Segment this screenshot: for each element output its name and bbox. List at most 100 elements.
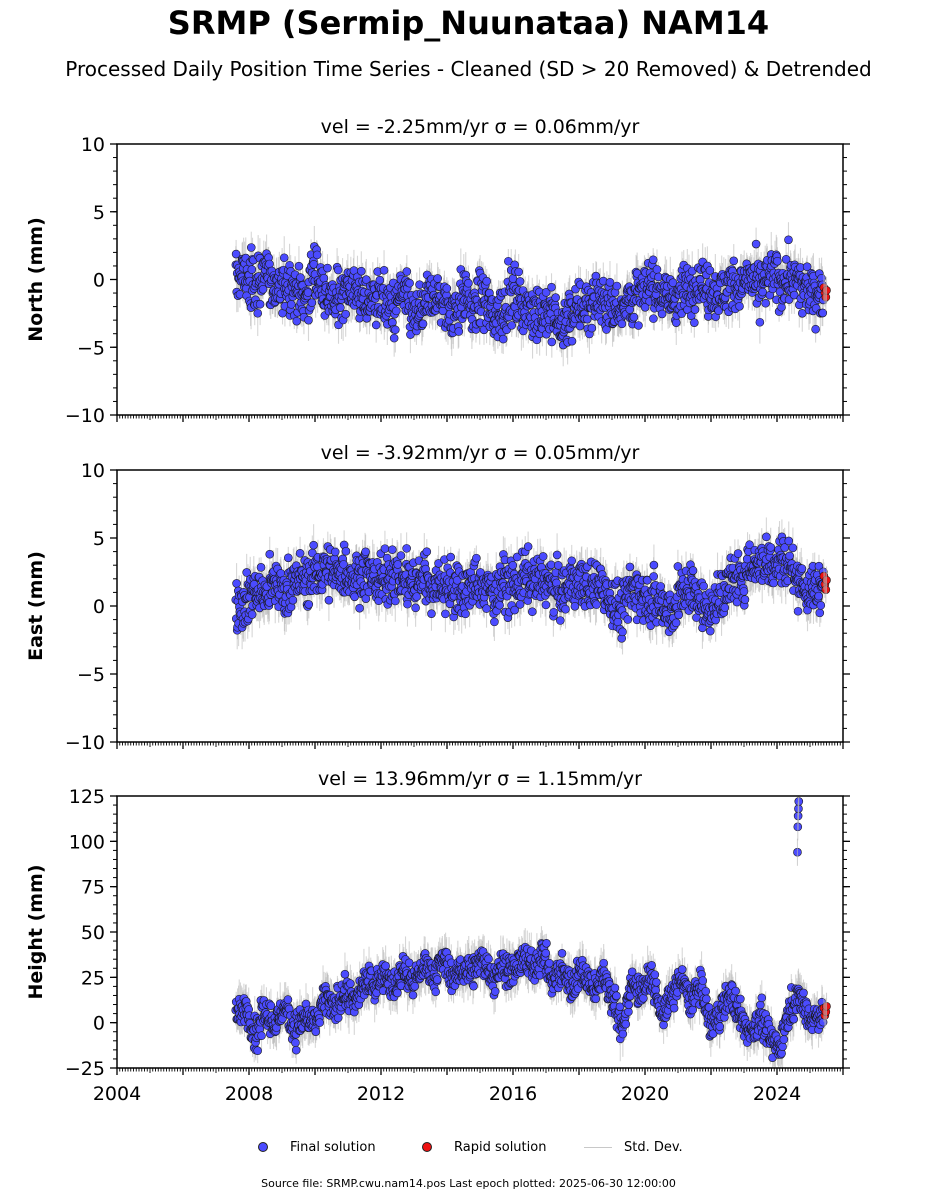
final-point [355, 603, 364, 613]
final-points [231, 532, 828, 643]
final-point [514, 267, 523, 277]
final-point [547, 337, 557, 347]
final-point [380, 544, 390, 553]
panel-title: vel = -2.25mm/yr σ = 0.06mm/yr [321, 116, 640, 138]
final-point [797, 309, 807, 318]
final-point [418, 319, 428, 329]
data-layer [231, 222, 831, 367]
final-point [587, 323, 597, 333]
final-point [575, 321, 585, 331]
final-point [279, 253, 289, 263]
final-point [690, 305, 700, 314]
final-point [253, 308, 263, 318]
final-point [391, 325, 400, 335]
final-point [761, 298, 770, 308]
final-point [307, 298, 317, 307]
final-point [802, 262, 812, 272]
final-point [773, 256, 782, 266]
figure-title: SRMP (Sermip_Nuunataa) NAM14 [167, 4, 770, 42]
final-point [507, 321, 517, 330]
final-point [690, 318, 699, 327]
final-point [341, 546, 351, 556]
final-point [303, 288, 313, 297]
final-point [390, 596, 400, 606]
panel-north: vel = -2.25mm/yr σ = 0.06mm/yr North (mm)… [25, 116, 850, 427]
final-point [775, 287, 785, 297]
final-point [333, 265, 343, 275]
final-point [312, 250, 322, 260]
final-point [265, 549, 275, 559]
final-point [498, 334, 508, 344]
final-point [755, 317, 765, 327]
final-point [454, 327, 464, 336]
final-point [393, 560, 403, 569]
final-point [309, 540, 318, 550]
final-point [292, 316, 302, 326]
final-point [629, 312, 639, 322]
final-point [818, 308, 828, 318]
final-point [391, 306, 401, 316]
final-point [362, 275, 371, 284]
final-point [304, 600, 314, 609]
final-point [242, 568, 251, 577]
final-point [617, 319, 627, 329]
final-point [258, 284, 268, 294]
y-tick-label: −5 [77, 337, 105, 359]
final-point [508, 274, 518, 283]
final-point [729, 256, 739, 266]
final-point [357, 266, 366, 276]
final-point [232, 579, 241, 588]
final-point [541, 288, 551, 297]
final-point [464, 278, 473, 288]
final-point [396, 551, 406, 560]
final-point [341, 309, 350, 319]
y-tick-label: 10 [81, 134, 105, 156]
final-point [411, 603, 420, 613]
final-point [288, 595, 298, 605]
final-point [403, 599, 412, 609]
figure-subtitle: Processed Daily Position Time Series - C… [65, 57, 872, 81]
final-point [247, 610, 257, 619]
final-point [781, 254, 791, 264]
final-point [705, 266, 715, 275]
final-point [412, 592, 421, 601]
final-point [515, 277, 525, 286]
final-point [389, 333, 399, 343]
final-point [433, 274, 442, 283]
final-point [671, 318, 681, 327]
timeseries-plot: vel = -2.25mm/yr σ = 0.06mm/yr North (mm)… [25, 116, 850, 1105]
y-tick-label: 5 [93, 202, 105, 224]
final-point [482, 276, 492, 286]
final-point [295, 548, 305, 558]
final-point [567, 336, 577, 346]
final-point [339, 560, 348, 569]
final-point [551, 293, 560, 302]
final-point [231, 249, 241, 259]
final-point [784, 235, 793, 245]
panel-title: vel = -3.92mm/yr σ = 0.05mm/yr [321, 442, 640, 464]
final-point [319, 273, 329, 283]
final-point [735, 301, 744, 311]
final-point [286, 300, 296, 309]
final-point [255, 299, 265, 309]
final-point [246, 243, 256, 252]
final-point [612, 281, 622, 291]
final-point [388, 545, 397, 554]
final-point [648, 255, 658, 265]
final-point [336, 303, 345, 312]
final-point [375, 275, 385, 285]
final-point [649, 314, 658, 323]
final-point [714, 306, 723, 316]
final-point [294, 261, 304, 271]
final-point [547, 282, 556, 292]
final-point [247, 265, 257, 274]
final-point [361, 547, 370, 557]
y-axis-label: North (mm) [25, 217, 47, 342]
data-layer [231, 517, 831, 655]
final-point [751, 239, 761, 249]
final-point [811, 324, 820, 334]
final-point [324, 595, 334, 605]
final-point [415, 280, 424, 289]
final-point [296, 273, 305, 282]
